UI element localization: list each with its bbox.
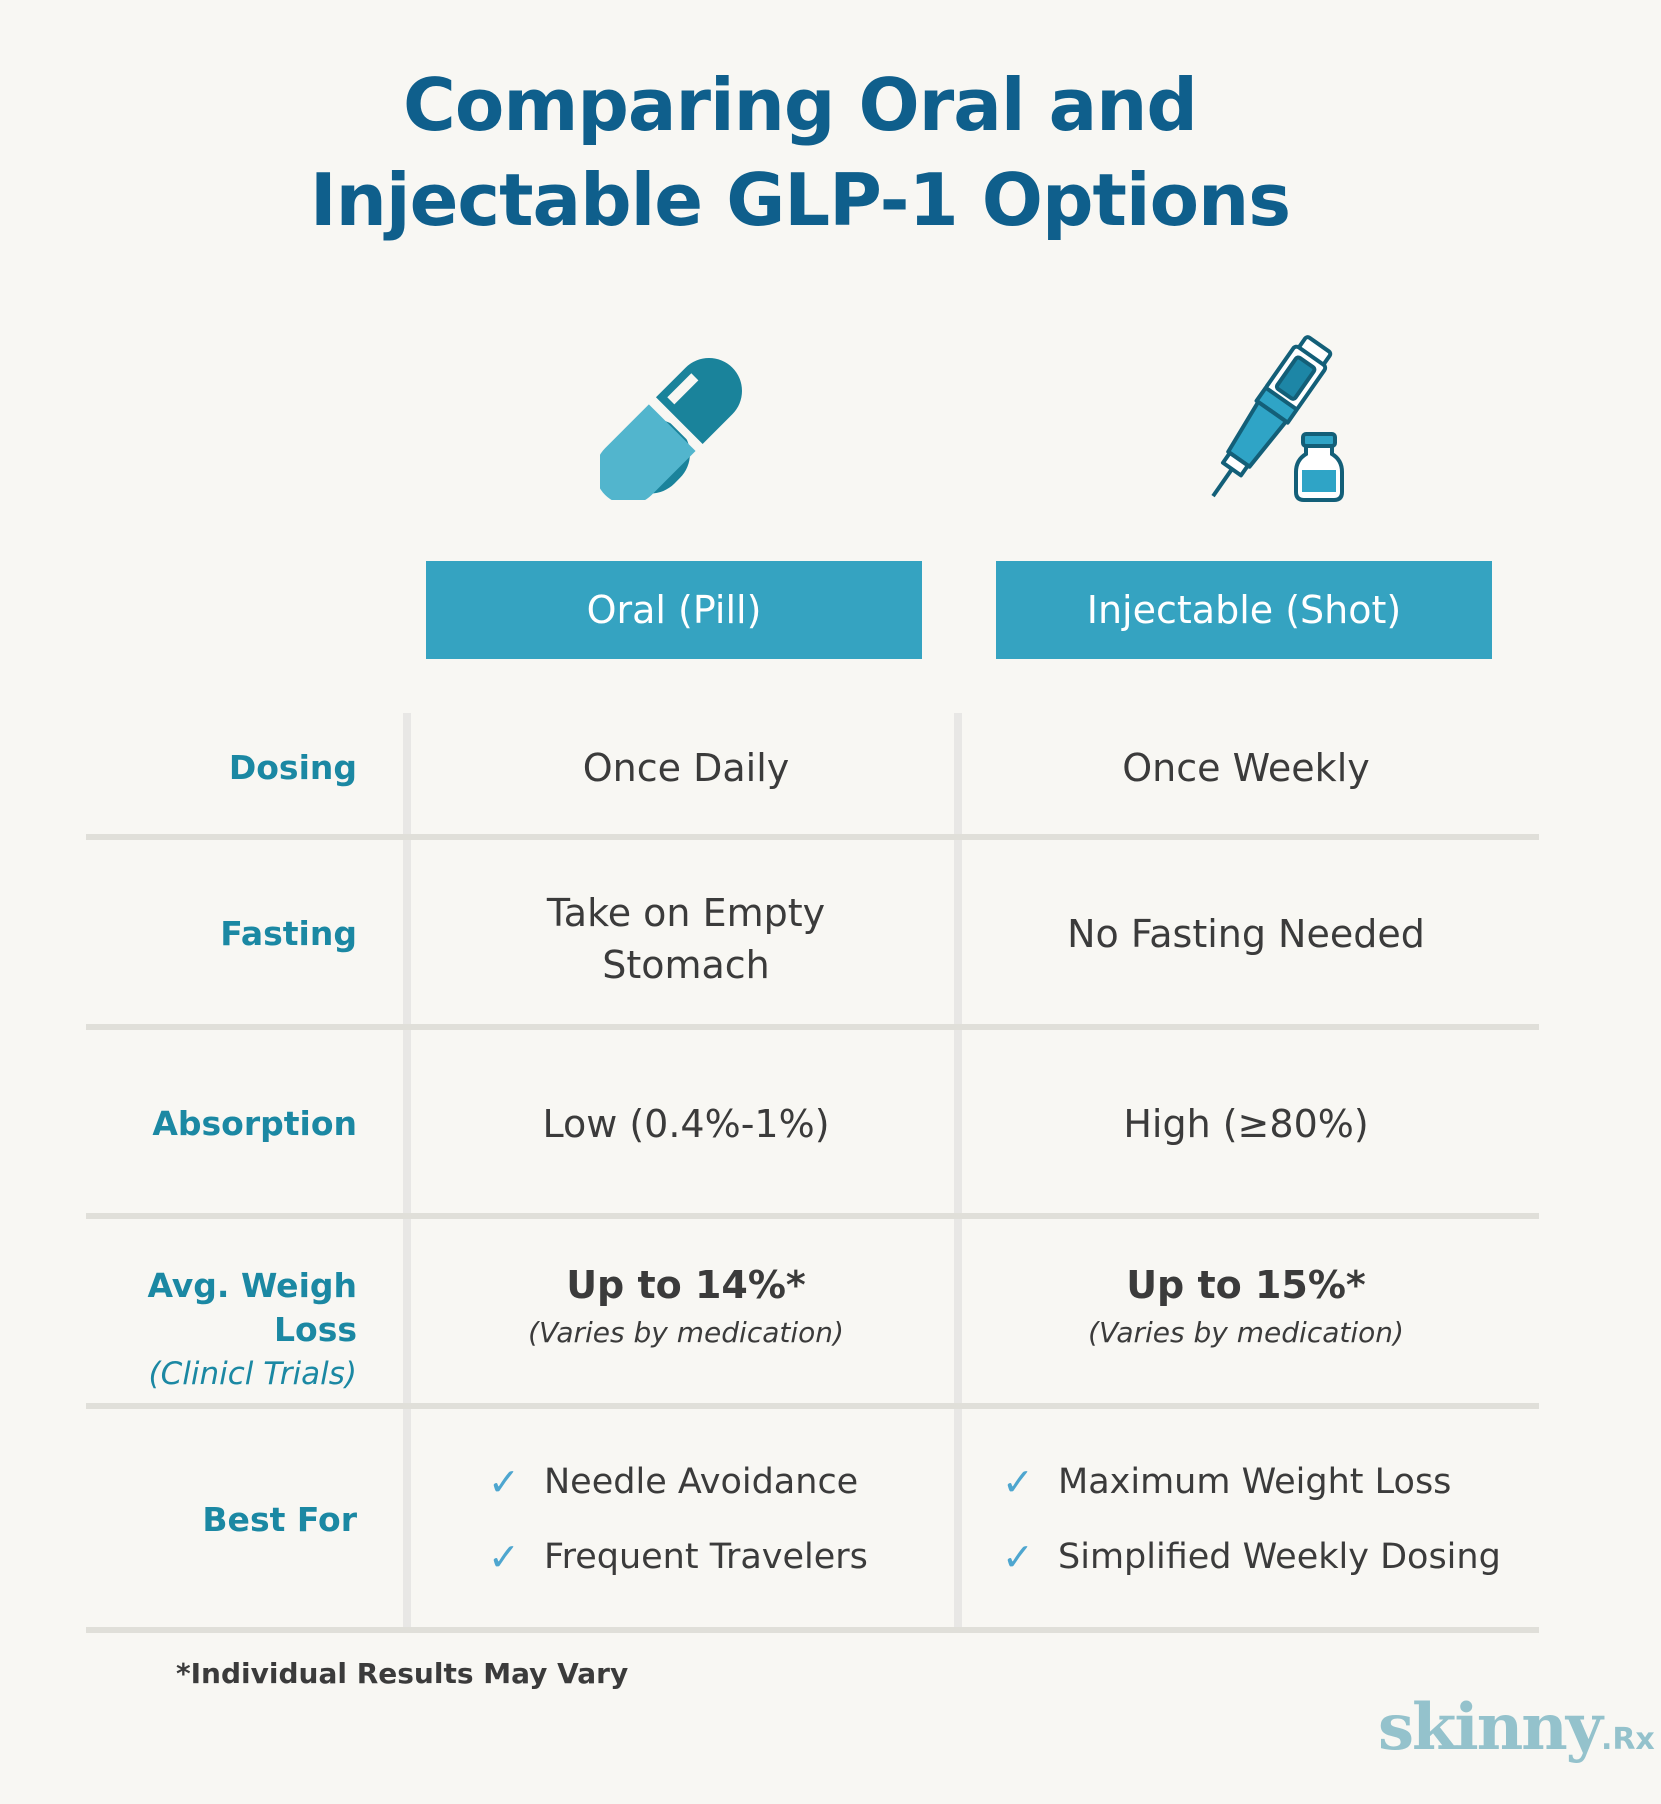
list-item: ✓ Simplified Weekly Dosing — [1002, 1519, 1501, 1594]
row-divider — [86, 1213, 1539, 1219]
cell-injectable-absorption: High (≥80%) — [1123, 1102, 1369, 1146]
cell-injectable-weight-loss-value: Up to 15%* — [1126, 1263, 1366, 1307]
row-divider — [86, 834, 1539, 840]
list-item-label: Frequent Travelers — [544, 1536, 868, 1577]
row-label-absorption: Absorption — [152, 1104, 357, 1143]
page-title: Comparing Oral and Injectable GLP-1 Opti… — [0, 58, 1600, 248]
row-label-dosing: Dosing — [228, 748, 357, 787]
cell-oral-dosing: Once Daily — [582, 746, 790, 790]
injection-pen-and-vial-icon — [1211, 335, 1344, 502]
row-divider — [86, 1403, 1539, 1409]
list-item: ✓ Maximum Weight Loss — [1002, 1444, 1501, 1519]
list-item: ✓ Frequent Travelers — [488, 1519, 868, 1594]
list-item-label: Needle Avoidance — [544, 1461, 859, 1502]
list-item: ✓ Needle Avoidance — [488, 1444, 868, 1519]
checkmark-icon: ✓ — [1002, 1459, 1034, 1504]
cell-oral-absorption: Low (0.4%-1%) — [542, 1102, 830, 1146]
list-item-label: Maximum Weight Loss — [1058, 1461, 1452, 1502]
cell-oral-weight-loss: Up to 14%* (Varies by medication) — [414, 1259, 958, 1355]
cell-oral-fasting: Take on Empty Stomach — [414, 887, 958, 991]
title-line-2: Injectable GLP-1 Options — [309, 158, 1291, 242]
column-header-injectable: Injectable (Shot) — [996, 561, 1492, 659]
cell-injectable-weight-loss: Up to 15%* (Varies by medication) — [966, 1259, 1526, 1355]
column-header-oral: Oral (Pill) — [426, 561, 922, 659]
cell-injectable-fasting: No Fasting Needed — [1067, 912, 1425, 956]
row-label-weight-loss: Avg. Weigh Loss (Clinicl Trials) — [60, 1264, 357, 1396]
logo-wordmark: skinny — [1378, 1690, 1603, 1765]
cell-injectable-dosing: Once Weekly — [1122, 746, 1370, 790]
cell-injectable-weight-loss-note: (Varies by medication) — [1088, 1316, 1404, 1349]
column-divider-right — [954, 713, 962, 1633]
cell-oral-weight-loss-note: (Varies by medication) — [528, 1316, 844, 1349]
pill-capsule-icon — [600, 358, 742, 500]
brand-logo: skinny.Rx — [1378, 1690, 1655, 1765]
row-label-fasting: Fasting — [220, 914, 357, 953]
checkmark-icon: ✓ — [1002, 1534, 1034, 1579]
row-divider — [86, 1627, 1539, 1633]
cell-oral-weight-loss-value: Up to 14%* — [566, 1263, 806, 1307]
cell-oral-fasting-line1: Take on Empty — [546, 891, 826, 935]
cell-oral-fasting-line2: Stomach — [602, 943, 770, 987]
row-divider — [86, 1024, 1539, 1030]
checkmark-icon: ✓ — [488, 1534, 520, 1579]
row-label-weight-loss-main: Avg. Weigh Loss — [147, 1266, 357, 1349]
best-for-oral-list: ✓ Needle Avoidance ✓ Frequent Travelers — [488, 1444, 868, 1594]
list-item-label: Simplified Weekly Dosing — [1058, 1536, 1501, 1577]
row-label-best-for: Best For — [202, 1500, 357, 1539]
column-divider-left — [403, 713, 411, 1633]
row-label-weight-loss-sub: (Clinicl Trials) — [148, 1356, 357, 1392]
title-line-1: Comparing Oral and — [403, 63, 1198, 147]
best-for-injectable-list: ✓ Maximum Weight Loss ✓ Simplified Weekl… — [1002, 1444, 1501, 1594]
checkmark-icon: ✓ — [488, 1459, 520, 1504]
logo-rx-suffix: .Rx — [1600, 1722, 1655, 1757]
footnote: *Individual Results May Vary — [176, 1657, 629, 1690]
